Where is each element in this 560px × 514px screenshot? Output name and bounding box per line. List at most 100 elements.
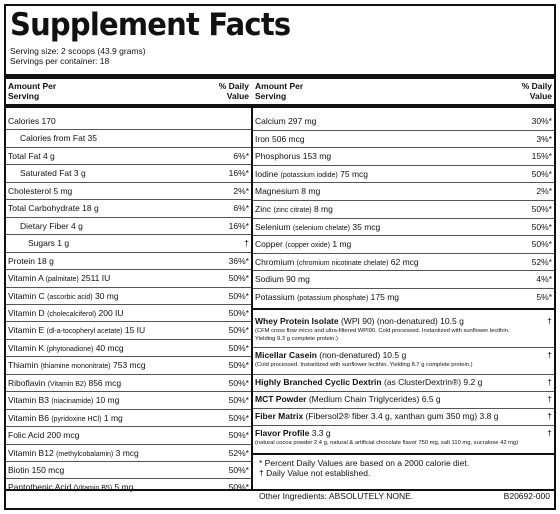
right-header-rule bbox=[253, 104, 554, 108]
nutrient-name: Potassium (potassium phosphate) 175 mg bbox=[255, 292, 399, 304]
daily-value-label: % Daily Value bbox=[219, 81, 249, 101]
ingredient-divider bbox=[253, 391, 554, 392]
row-divider bbox=[6, 373, 251, 375]
nutrient-label: Vitamin B3 bbox=[8, 395, 49, 406]
nutrient-label: Calories 170 bbox=[8, 116, 56, 126]
ingredient-daily-value: † bbox=[547, 316, 552, 326]
ingredient-detail: (Medium Chain Triglycerides) 6.5 g bbox=[306, 394, 441, 404]
ingredient-title: Whey Protein Isolate bbox=[255, 316, 339, 326]
daily-value: 50%* bbox=[228, 342, 249, 353]
nutrient-label: Zinc bbox=[255, 204, 272, 214]
nutrient-source: (methylcobalamin) bbox=[56, 450, 114, 458]
ingredient-detail: 3.3 g bbox=[309, 428, 331, 438]
nutrient-amount: 30 mg bbox=[94, 290, 119, 301]
nutrient-name: Calories from Fat 35 bbox=[20, 133, 97, 143]
dv-line2: Value bbox=[226, 91, 249, 101]
ingredient-title: Highly Branched Cyclic Dextrin bbox=[255, 377, 382, 387]
daily-value: 5%* bbox=[536, 292, 552, 302]
nutrient-amount: 1 mg bbox=[103, 412, 123, 423]
ingredient-detail: (non-denatured) 10.5 g bbox=[316, 350, 407, 360]
ingredient-name: Micellar Casein (non-denatured) 10.5 g bbox=[255, 350, 406, 360]
row-divider bbox=[6, 443, 251, 445]
right-nutrient-column: Calcium 297 mg 30%* Iron 506 mcg 3%* Phospho… bbox=[253, 110, 554, 490]
nutrient-source: (copper oxide) bbox=[285, 242, 331, 250]
nutrient-name: Biotin 150 mcg bbox=[8, 465, 64, 475]
nutrient-name: Vitamin B12 (methylcobalamin) 3 mcg bbox=[8, 448, 139, 460]
nutrient-name: Calcium 297 mg bbox=[255, 116, 316, 126]
row-divider bbox=[6, 303, 251, 305]
nutrient-amount: 40 mcg bbox=[95, 342, 124, 353]
nutrient-source: (dl-a-tocopheryl acetate) bbox=[46, 328, 123, 336]
row-divider bbox=[253, 235, 554, 237]
nutrient-name: Dietary Fiber 4 g bbox=[20, 221, 83, 231]
nutrient-name: Vitamin D (cholecalciferol) 200 IU bbox=[8, 308, 124, 320]
nutrient-label: Riboflavin bbox=[8, 377, 46, 388]
daily-value: 50%* bbox=[228, 273, 249, 284]
nutrient-label: Calories from Fat 35 bbox=[20, 133, 97, 144]
daily-value: 50%* bbox=[228, 307, 249, 318]
ingredient-note: (CFM cross flow micro and ultra-filtered… bbox=[255, 328, 510, 334]
panel-title: Supplement Facts bbox=[10, 6, 291, 43]
row-divider bbox=[6, 181, 251, 183]
nutrient-name: Sugars 1 g bbox=[28, 238, 69, 248]
nutrient-name: Thiamin (thiamine mononitrate) 753 mcg bbox=[8, 360, 146, 372]
daily-value: 2%* bbox=[233, 185, 249, 196]
dv-line1: % Daily bbox=[521, 81, 552, 91]
ingredient-note: (Cold processed. Instantized with sunflo… bbox=[255, 362, 473, 368]
daily-value: † bbox=[244, 238, 249, 249]
blend-divider bbox=[253, 308, 554, 310]
nutrient-label: Iron 506 mcg bbox=[255, 133, 305, 144]
nutrient-label: Chromium bbox=[255, 256, 295, 267]
nutrient-label: Vitamin D bbox=[8, 307, 45, 318]
nutrient-amount: 200 IU bbox=[98, 307, 124, 318]
nutrient-name: Vitamin A (palmitate) 2511 IU bbox=[8, 273, 110, 285]
ingredient-daily-value: † bbox=[547, 377, 552, 387]
row-divider bbox=[253, 200, 554, 201]
ingredient-daily-value: † bbox=[547, 350, 552, 360]
daily-value: 52%* bbox=[531, 256, 552, 267]
serving-size: Serving size: 2 scoops (43.9 grams) bbox=[10, 46, 146, 56]
nutrient-name: Selenium (selenium chelate) 35 mcg bbox=[255, 222, 380, 234]
daily-value: 4%* bbox=[536, 274, 552, 285]
nutrient-source: (palmitate) bbox=[45, 276, 79, 284]
nutrient-amount: 8 mg bbox=[313, 204, 333, 214]
daily-value: 50%* bbox=[228, 482, 249, 493]
daily-value: 16%* bbox=[228, 220, 249, 231]
nutrient-amount: 856 mcg bbox=[88, 377, 122, 388]
nutrient-label: Folic Acid 200 mcg bbox=[8, 430, 80, 441]
nutrient-label: Total Fat 4 g bbox=[8, 150, 55, 161]
nutrient-label: Potassium bbox=[255, 292, 295, 302]
supplement-facts-panel: Supplement Facts Serving size: 2 scoops … bbox=[4, 4, 556, 510]
nutrient-label: Saturated Fat 3 g bbox=[20, 168, 86, 179]
nutrient-source: (selenium chelate) bbox=[292, 224, 351, 232]
nutrient-label: Vitamin B12 bbox=[8, 447, 54, 458]
nutrient-label: Dietary Fiber 4 g bbox=[20, 220, 83, 231]
servings-per-container: Servings per container: 18 bbox=[10, 56, 110, 66]
ingredient-divider bbox=[253, 408, 554, 409]
left-nutrient-column: Calories 170 Calories from Fat 35 Total Fa… bbox=[6, 110, 251, 493]
row-divider bbox=[6, 234, 251, 236]
nutrient-amount: 175 mg bbox=[370, 292, 400, 302]
nutrient-source: (cholecalciferol) bbox=[47, 310, 97, 318]
nutrient-name: Phosphorus 153 mg bbox=[255, 151, 331, 161]
daily-value: 30%* bbox=[531, 116, 552, 126]
row-divider bbox=[6, 461, 251, 462]
ingredient-title: Flavor Profile bbox=[255, 428, 310, 438]
row-divider bbox=[6, 269, 251, 271]
nutrient-label: Phosphorus 153 mg bbox=[255, 151, 332, 162]
nutrient-label: Total Carbohydrate 18 g bbox=[8, 203, 99, 214]
nutrient-label: Vitamin K bbox=[8, 342, 45, 353]
amount-line1: Amount Per bbox=[255, 81, 304, 91]
ingredient-daily-value: † bbox=[547, 411, 552, 421]
nutrient-label: Vitamin A bbox=[8, 273, 44, 284]
row-divider bbox=[6, 426, 251, 428]
nutrient-source: (potassium iodide) bbox=[280, 171, 338, 179]
ingredient-detail: (as ClusterDextrin®) 9.2 g bbox=[381, 377, 483, 387]
footnote-percent-daily: * Percent Daily Values are based on a 20… bbox=[259, 458, 470, 468]
nutrient-amount: 35 mcg bbox=[352, 221, 381, 232]
nutrient-name: Cholesterol 5 mg bbox=[8, 186, 72, 196]
nutrient-source: (pyridoxine HCl) bbox=[51, 415, 102, 423]
nutrient-label: Selenium bbox=[255, 221, 291, 232]
nutrient-name: Calories 170 bbox=[8, 116, 56, 126]
nutrient-name: Vitamin E (dl-a-tocopheryl acetate) 15 I… bbox=[8, 325, 145, 337]
